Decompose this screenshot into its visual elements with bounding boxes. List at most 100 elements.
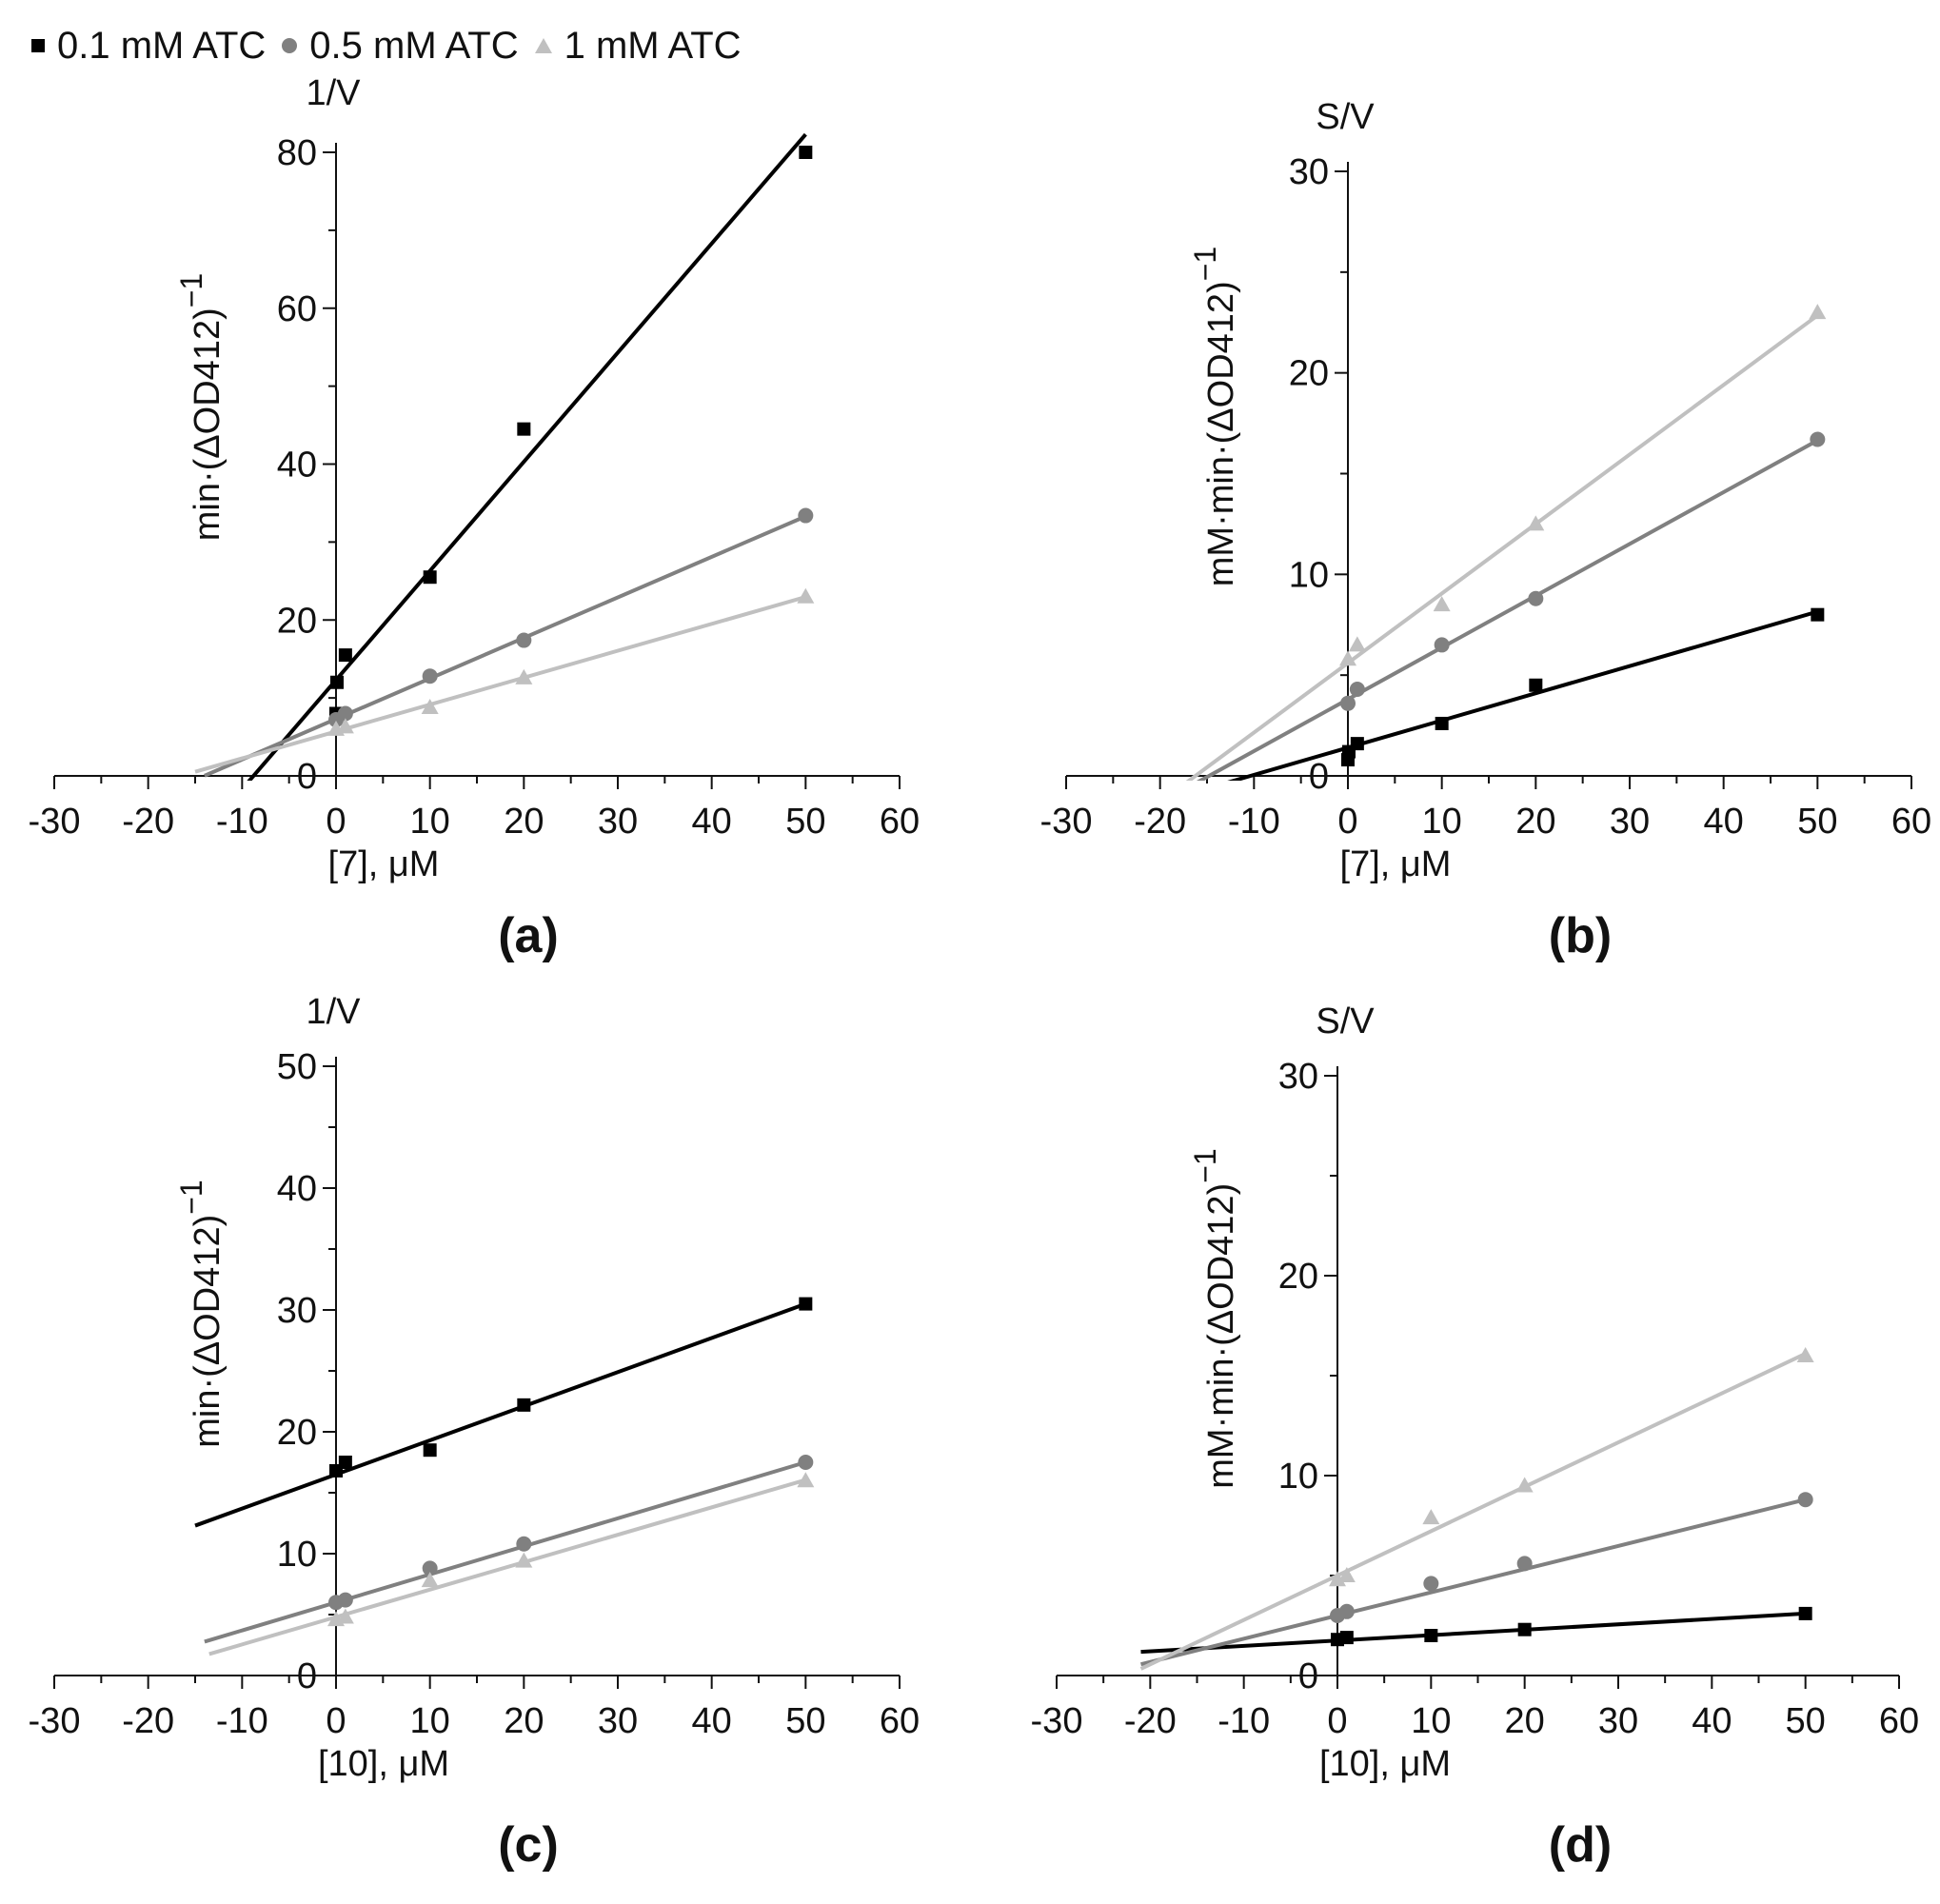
- y-axis-label-text: min·(ΔOD412): [188, 1215, 228, 1448]
- data-point-circle: [798, 507, 814, 524]
- axis-top-label: 1/V: [306, 992, 361, 1032]
- x-tick-label: 50: [1797, 802, 1837, 842]
- axis-top-label: S/V: [1316, 97, 1375, 137]
- y-tick-label: 0: [297, 1656, 317, 1696]
- square-marker-icon: [31, 39, 45, 52]
- data-point-square: [329, 675, 344, 689]
- data-point-circle: [1340, 695, 1356, 711]
- data-point-square: [799, 146, 813, 159]
- x-tick-label: 30: [1610, 802, 1650, 842]
- data-point-circle: [1434, 637, 1450, 653]
- y-axis-label-superscript: −1: [1188, 1148, 1222, 1182]
- y-tick-label: 20: [277, 601, 317, 641]
- data-point-square: [517, 422, 531, 436]
- y-axis-label-text: mM·min·(ΔOD412): [1201, 1183, 1241, 1489]
- series-group: [1139, 1347, 1814, 1671]
- x-tick-label: 30: [598, 802, 638, 842]
- fit-line-1-mM: [194, 595, 806, 774]
- legend-label: 1 mM ATC: [564, 24, 742, 67]
- data-point-triangle: [1339, 650, 1356, 666]
- y-tick-label: 30: [277, 1291, 317, 1331]
- data-point-triangle: [1527, 515, 1545, 531]
- x-tick-label: 10: [1422, 802, 1462, 842]
- series-group: [1185, 304, 1827, 781]
- data-point-triangle: [1348, 636, 1366, 652]
- series-group: [194, 1297, 815, 1656]
- x-tick-label: 60: [1891, 802, 1931, 842]
- data-point-triangle: [1433, 596, 1451, 612]
- data-point-circle: [798, 1455, 814, 1470]
- x-axis-label: [10], μM: [1319, 1744, 1451, 1784]
- data-point-square: [338, 1456, 352, 1469]
- data-point-circle: [1810, 431, 1826, 447]
- fit-line-0-1-mM: [1140, 1611, 1806, 1655]
- data-point-circle: [422, 1560, 438, 1577]
- legend-label: 0.1 mM ATC: [57, 24, 267, 67]
- y-axis-label: min·(ΔOD412)−1: [174, 273, 228, 541]
- legend: 0.1 mM ATC 0.5 mM ATC 1 mM ATC: [29, 19, 755, 72]
- fit-line-1-mM: [1185, 313, 1819, 781]
- series-group: [194, 133, 815, 781]
- x-tick-label: 30: [598, 1701, 638, 1741]
- circle-marker-icon: [282, 38, 298, 53]
- y-tick-label: 0: [1309, 757, 1329, 797]
- y-tick-label: 20: [1278, 1257, 1318, 1297]
- data-point-triangle: [1515, 1477, 1534, 1493]
- data-point-square: [338, 648, 352, 663]
- y-axis-label-superscript: −1: [174, 273, 208, 307]
- chart-panel-c: -30 -20 -10 0 10 20 30 40 50 60 0 10 20 30 40 50 1/V min·…: [29, 992, 921, 1873]
- x-tick-label: -10: [1228, 802, 1280, 842]
- x-tick-label: 20: [504, 1701, 544, 1741]
- x-tick-label: 10: [1411, 1701, 1451, 1741]
- x-tick-label: -20: [1134, 802, 1186, 842]
- x-axis-label: [7], μM: [1340, 844, 1452, 884]
- fit-line-1-mM: [208, 1478, 806, 1656]
- chart-panel-d: -30 -20 -10 0 10 20 30 40 50 60 0 10 20 30 S/V mM·min·(…: [1031, 1002, 1920, 1873]
- data-point-square: [1350, 737, 1364, 751]
- x-tick-label: 0: [1337, 802, 1357, 842]
- data-point-triangle: [1796, 1347, 1814, 1362]
- y-tick-label: 0: [297, 757, 317, 797]
- fit-line-0-1-mM: [247, 133, 807, 781]
- triangle-marker-icon: [534, 38, 552, 53]
- data-point-circle: [422, 668, 438, 684]
- fit-line-1-mM: [1139, 1352, 1807, 1671]
- data-point-triangle: [1337, 1567, 1356, 1582]
- fit-line-0-5-mM: [1196, 438, 1819, 781]
- x-tick-label: 20: [504, 802, 544, 842]
- chart-panel-a: -30 -20 -10 0 10 20 30 40 50 60 0 20 40 60 80 1/V min·(Δ…: [29, 73, 921, 963]
- data-point-square: [1339, 1631, 1354, 1645]
- data-point-triangle: [1329, 1571, 1346, 1587]
- data-point-triangle: [421, 1572, 439, 1588]
- data-point-square: [1435, 716, 1449, 730]
- x-tick-label: -20: [122, 1701, 174, 1741]
- data-point-triangle: [797, 1472, 815, 1488]
- data-point-circle: [1528, 590, 1544, 606]
- y-tick-label: 40: [277, 1169, 317, 1209]
- x-tick-label: 20: [1515, 802, 1555, 842]
- x-tick-label: 40: [692, 802, 732, 842]
- x-tick-label: 60: [880, 1701, 920, 1741]
- x-tick-label: 40: [1704, 802, 1744, 842]
- data-point-circle: [1516, 1556, 1533, 1572]
- fit-line-0-5-mM: [204, 1460, 806, 1644]
- x-tick-label: 10: [410, 802, 450, 842]
- x-tick-label: -20: [1124, 1701, 1177, 1741]
- x-tick-label: -30: [29, 802, 81, 842]
- x-tick-label: 40: [692, 1701, 732, 1741]
- x-tick-label: -30: [1031, 1701, 1083, 1741]
- y-axis-label-superscript: −1: [174, 1180, 208, 1214]
- y-tick-label: 0: [1298, 1656, 1318, 1696]
- x-tick-label: 50: [785, 802, 825, 842]
- data-point-square: [1529, 678, 1543, 692]
- data-point-triangle: [1809, 304, 1827, 320]
- y-tick-label: 10: [277, 1535, 317, 1575]
- panel-label: (c): [498, 1817, 559, 1873]
- legend-item-1-mM: 1 mM ATC: [532, 25, 742, 68]
- y-tick-label: 80: [277, 133, 317, 173]
- y-axis-label: mM·min·(ΔOD412)−1: [1188, 1148, 1241, 1488]
- fit-line-0-1-mM: [1227, 609, 1818, 781]
- x-tick-label: 0: [326, 802, 346, 842]
- data-point-triangle: [421, 698, 439, 714]
- x-tick-label: -10: [216, 802, 268, 842]
